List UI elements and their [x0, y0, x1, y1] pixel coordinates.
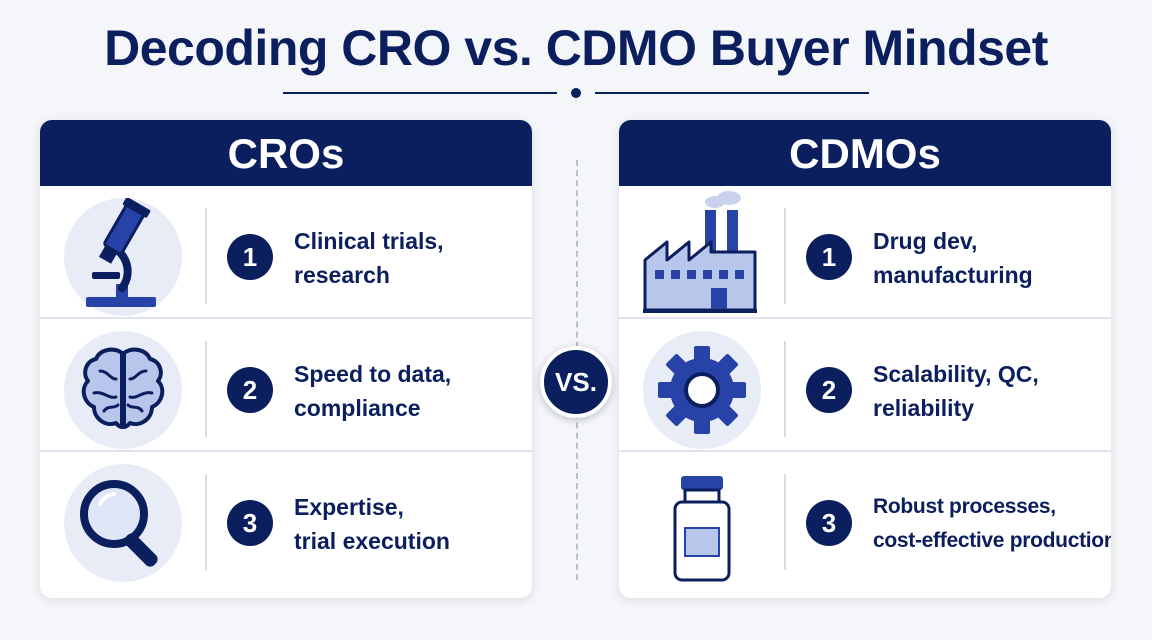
row-description: Drug dev, manufacturing — [873, 224, 1109, 292]
cdmo-row-2: 2 Scalability, QC, reliability — [619, 319, 1111, 452]
cro-panel-header: CROs — [40, 120, 532, 186]
row-text-line: Clinical trials, — [294, 228, 444, 254]
cro-row-2: 2 Speed to data, compliance — [40, 319, 532, 452]
number-badge: 3 — [227, 500, 273, 546]
row-text-line: reliability — [873, 395, 974, 421]
number-badge: 2 — [227, 367, 273, 413]
row-text-line: cost-effective production — [873, 529, 1111, 552]
cro-panel: CROs 1 Clinical trials, research — [40, 120, 532, 598]
row-text-line: Speed to data, — [294, 361, 452, 387]
number-badge: 2 — [806, 367, 852, 413]
row-text-line: manufacturing — [873, 262, 1033, 288]
title-rule-left — [283, 92, 557, 94]
brain-icon — [64, 331, 182, 449]
row-divider — [205, 341, 207, 437]
vs-badge: VS. — [540, 346, 612, 418]
row-text-line: Drug dev, — [873, 228, 978, 254]
row-separator — [40, 317, 532, 319]
row-description: Scalability, QC, reliability — [873, 357, 1109, 425]
factory-icon — [643, 190, 761, 316]
row-text-line: compliance — [294, 395, 421, 421]
row-description: Robust processes, cost-effective product… — [873, 490, 1111, 558]
cdmo-row-1: 1 Drug dev, manufacturing — [619, 186, 1111, 319]
cro-row-1: 1 Clinical trials, research — [40, 186, 532, 319]
row-divider — [784, 474, 786, 570]
row-text-line: Scalability, QC, — [873, 361, 1039, 387]
row-description: Speed to data, compliance — [294, 357, 530, 425]
cro-row-3: 3 Expertise, trial execution — [40, 452, 532, 585]
magnifying-glass-icon — [64, 464, 182, 582]
number-badge: 1 — [806, 234, 852, 280]
row-divider — [784, 341, 786, 437]
number-badge: 3 — [806, 500, 852, 546]
row-text-line: Robust processes, — [873, 495, 1056, 518]
row-separator — [619, 450, 1111, 452]
vial-icon — [643, 456, 761, 582]
microscope-icon — [64, 198, 182, 316]
cdmo-panel-header: CDMOs — [619, 120, 1111, 186]
page-title: Decoding CRO vs. CDMO Buyer Mindset — [104, 20, 1048, 76]
gear-icon — [643, 331, 761, 449]
row-description: Clinical trials, research — [294, 224, 530, 292]
row-divider — [205, 208, 207, 304]
row-divider — [205, 474, 207, 570]
cdmo-panel: CDMOs 1 Drug dev, manufacturi — [619, 120, 1111, 598]
row-description: Expertise, trial execution — [294, 490, 530, 558]
title-rule-right — [595, 92, 869, 94]
title-dot — [571, 88, 581, 98]
number-badge: 1 — [227, 234, 273, 280]
row-separator — [40, 450, 532, 452]
row-text-line: research — [294, 262, 390, 288]
row-divider — [784, 208, 786, 304]
row-separator — [619, 317, 1111, 319]
row-text-line: Expertise, — [294, 494, 404, 520]
cdmo-row-3: 3 Robust processes, cost-effective produ… — [619, 452, 1111, 585]
row-text-line: trial execution — [294, 528, 450, 554]
